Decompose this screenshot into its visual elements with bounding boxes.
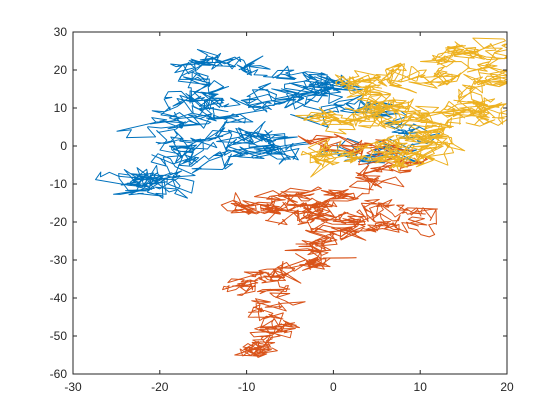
y-tick-label: 20 <box>54 63 68 77</box>
y-tick-label: 30 <box>54 25 68 39</box>
y-tick-label: -30 <box>50 253 68 267</box>
y-tick-label: 0 <box>60 139 67 153</box>
y-tick-labels: -60 -50 -40 -30 -20 -10 0 10 20 30 <box>50 25 68 381</box>
axes-frame <box>72 31 508 375</box>
series-line-2 <box>220 133 438 358</box>
x-tick-label: 20 <box>500 380 514 394</box>
y-tick-label: -10 <box>50 177 68 191</box>
y-tick-label: -40 <box>50 291 68 305</box>
y-tick-label: -50 <box>50 329 68 343</box>
tick-marks <box>72 31 508 375</box>
x-tick-label: -10 <box>238 380 256 394</box>
x-tick-label: 0 <box>330 380 337 394</box>
y-tick-label: -60 <box>50 367 68 381</box>
x-tick-label: 10 <box>414 380 428 394</box>
series-line-1 <box>95 48 440 199</box>
x-tick-labels: -30 -20 -10 0 10 20 <box>64 380 514 394</box>
plot-area <box>95 37 507 358</box>
x-tick-label: -20 <box>151 380 169 394</box>
x-tick-label: -30 <box>64 380 82 394</box>
series-line-3 <box>295 37 507 178</box>
y-tick-label: 10 <box>54 101 68 115</box>
y-tick-label: -20 <box>50 215 68 229</box>
